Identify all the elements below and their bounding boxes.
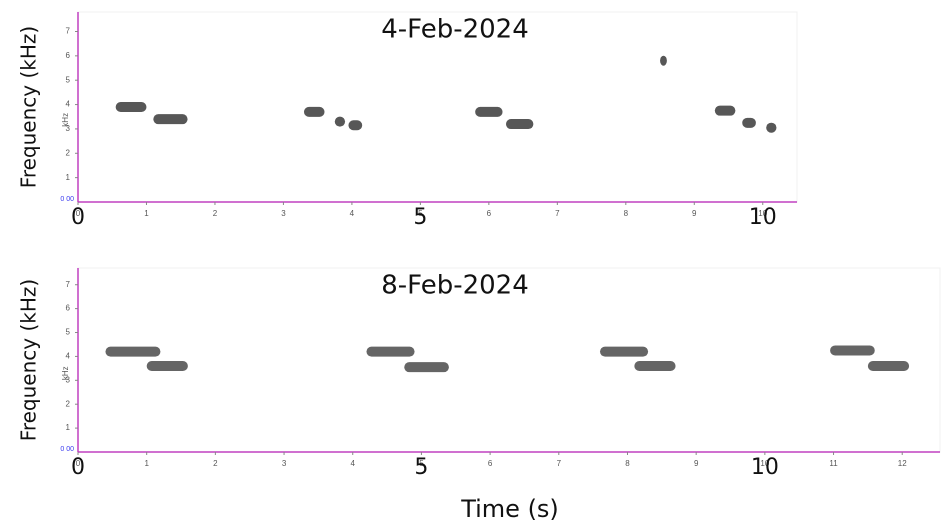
x-tick-label: 2 (213, 209, 218, 218)
x-tick-label: 4 (350, 209, 355, 218)
note (146, 360, 188, 371)
x-tick-label-large: 5 (413, 205, 427, 230)
x-tick-label-large: 0 (71, 205, 85, 230)
origin-label: 0 00 (60, 446, 74, 453)
x-tick-label: 7 (557, 459, 562, 468)
x-tick-label: 2 (213, 459, 218, 468)
x-tick-label-large: 5 (414, 455, 428, 480)
y-tick-label: 2 (66, 148, 71, 157)
note (105, 346, 161, 357)
x-tick-label: 9 (694, 459, 699, 468)
y-tick-label: 1 (66, 173, 71, 182)
note (600, 346, 649, 357)
x-tick-label: 12 (898, 459, 907, 468)
note (742, 117, 756, 128)
x-tick-label: 7 (555, 209, 560, 218)
note (366, 346, 415, 357)
y-tick-label: 7 (66, 280, 71, 289)
y-tick-label: 7 (66, 27, 71, 36)
x-tick-label: 6 (487, 209, 492, 218)
chart-title: 8-Feb-2024 (381, 271, 529, 301)
x-tick-label: 3 (282, 459, 287, 468)
y-tick-label: 3 (66, 124, 71, 133)
y-tick-label: 6 (66, 51, 71, 60)
chart-title: 4-Feb-2024 (381, 15, 529, 45)
note (714, 105, 736, 116)
note (634, 360, 676, 371)
y-unit: kHz (61, 366, 70, 380)
note (830, 345, 875, 356)
x-tick-label: 1 (144, 209, 149, 218)
note (115, 102, 147, 112)
y-tick-label: 2 (66, 399, 71, 408)
note (348, 120, 363, 131)
plot-area (77, 267, 941, 453)
x-tick-label: 6 (488, 459, 493, 468)
x-tick-label: 8 (624, 209, 629, 218)
x-tick-label: 3 (281, 209, 286, 218)
note (404, 362, 449, 373)
x-tick-label: 5 (419, 459, 424, 468)
x-tick-label: 9 (692, 209, 697, 218)
y-tick-label: 1 (66, 423, 71, 432)
y-tick-label: 4 (66, 100, 71, 109)
note (334, 116, 346, 127)
y-unit: kHz (61, 113, 70, 127)
x-tick-label-large: 0 (71, 455, 85, 480)
origin-label: 0 00 (60, 196, 74, 203)
y-axis-title: Frequency (kHz) (17, 26, 41, 188)
y-tick-label: 6 (66, 304, 71, 313)
x-tick-label: 1 (144, 459, 149, 468)
note (303, 106, 325, 117)
y-tick-label: 5 (66, 328, 71, 337)
note (505, 119, 534, 130)
y-tick-label: 4 (66, 352, 71, 361)
note (153, 114, 188, 125)
x-axis-title: Time (s) (460, 495, 559, 523)
x-tick-label: 11 (829, 459, 838, 468)
plot-area (77, 11, 798, 203)
x-tick-label: 5 (418, 209, 423, 218)
x-tick-label: 4 (351, 459, 356, 468)
x-tick-label: 0 (76, 459, 81, 468)
y-tick-label: 3 (66, 375, 71, 384)
x-tick-label-large: 10 (751, 455, 779, 480)
note (766, 122, 777, 133)
x-tick-label: 0 (76, 209, 81, 218)
y-tick-label: 5 (66, 75, 71, 84)
x-tick-label: 10 (760, 459, 769, 468)
note (660, 55, 667, 66)
x-tick-label: 10 (758, 209, 767, 218)
note (867, 360, 910, 371)
x-tick-label: 8 (625, 459, 630, 468)
y-axis-title: Frequency (kHz) (17, 279, 41, 441)
x-tick-label-large: 10 (749, 205, 777, 230)
note (475, 106, 503, 117)
